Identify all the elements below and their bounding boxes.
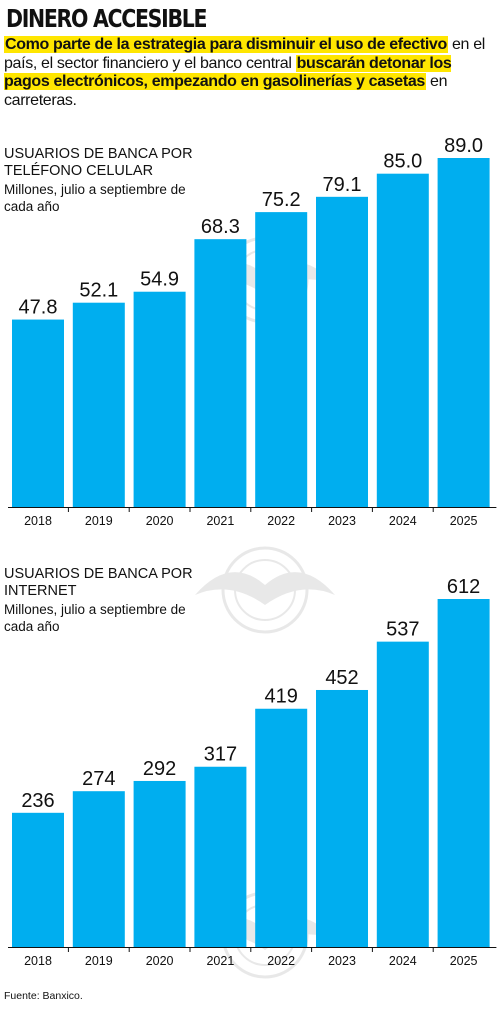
chart1-header: USUARIOS DE BANCA POR TELÉFONO CELULAR M… — [4, 146, 194, 215]
chart2-year-label: 2020 — [146, 954, 174, 968]
chart1-year-label: 2018 — [24, 514, 52, 528]
chart1-bar-chart: 47.8 2018 52.1 2019 54.9 2020 68.3 2021 75.2 2022… — [8, 135, 497, 528]
chart1-value-label: 68.3 — [201, 216, 240, 238]
chart2-value-label: 612 — [447, 576, 480, 598]
chart2-value-label: 292 — [143, 758, 176, 780]
chart2-bar-2025 — [437, 599, 490, 947]
chart1-bar-2020 — [133, 291, 186, 507]
chart1-year-label: 2024 — [389, 514, 417, 528]
chart1-bar-2025 — [437, 158, 490, 507]
chart1-value-label: 54.9 — [140, 269, 179, 291]
chart1-value-label: 79.1 — [323, 174, 362, 196]
chart2-year-label: 2021 — [206, 954, 234, 968]
chart2-bar-2020 — [133, 780, 186, 947]
chart2-year-label: 2023 — [328, 954, 356, 968]
chart2-header: USUARIOS DE BANCA POR INTERNET Millones,… — [4, 566, 194, 635]
eagle-seal-watermark-icon — [195, 546, 335, 634]
chart1-value-label: 52.1 — [79, 280, 118, 302]
chart2-value-label: 452 — [325, 667, 358, 689]
page-title: DINERO ACCESIBLE — [6, 4, 208, 33]
chart2-bar-2023 — [316, 689, 368, 947]
chart1-bar-2022 — [255, 212, 308, 507]
intro-plain-1: en el país, el sector financiero y el ba… — [4, 36, 485, 72]
chart1-year-label: 2019 — [85, 514, 113, 528]
chart1-bar-2024 — [376, 173, 429, 507]
chart2-bar-2022 — [255, 708, 308, 947]
source-note: Fuente: Banxico. — [4, 990, 83, 1002]
chart1-year-label: 2025 — [450, 514, 478, 528]
chart2-year-label: 2025 — [450, 954, 478, 968]
intro-text: Como parte de la estrategia para disminu… — [4, 36, 496, 110]
chart1-bar-2021 — [194, 239, 247, 507]
chart1-year-label: 2023 — [328, 514, 356, 528]
chart1-bar-2023 — [316, 196, 368, 507]
chart1-title: USUARIOS DE BANCA POR TELÉFONO CELULAR — [4, 146, 193, 179]
chart1-value-label: 89.0 — [444, 135, 483, 157]
chart2-bar-2018 — [12, 812, 64, 947]
chart2-title: USUARIOS DE BANCA POR INTERNET — [4, 566, 193, 599]
chart1-value-label: 47.8 — [19, 297, 58, 319]
chart2-year-label: 2022 — [267, 954, 295, 968]
chart2-year-label: 2018 — [24, 954, 52, 968]
intro-highlight-1: Como parte de la estrategia para disminu… — [4, 36, 448, 53]
chart2-value-label: 537 — [386, 619, 419, 641]
chart2-value-label: 274 — [82, 768, 115, 790]
chart2-value-label: 236 — [21, 790, 54, 812]
chart1-year-label: 2022 — [267, 514, 295, 528]
chart1-year-label: 2021 — [206, 514, 234, 528]
chart1-year-label: 2020 — [146, 514, 174, 528]
chart2-year-label: 2019 — [85, 954, 113, 968]
intro-plain-2: en carreteras. — [4, 73, 448, 109]
chart1-bar-2019 — [72, 302, 125, 507]
chart2-value-label: 317 — [204, 744, 237, 766]
chart2-value-label: 419 — [265, 686, 298, 708]
chart1-bar-2018 — [12, 319, 64, 507]
chart2-bar-chart: 236 2018 274 2019 292 2020 317 2021 419 2022 452 20… — [8, 576, 497, 968]
chart1-subtitle: Millones, julio a septiembre de cada año — [4, 182, 186, 214]
chart2-subtitle: Millones, julio a septiembre de cada año — [4, 602, 186, 634]
chart1-value-label: 85.0 — [383, 151, 422, 173]
chart2-year-label: 2024 — [389, 954, 417, 968]
chart2-bar-2021 — [194, 766, 247, 947]
chart2-bar-2019 — [72, 791, 125, 947]
chart1-value-label: 75.2 — [262, 189, 301, 211]
chart2-bar-2024 — [376, 641, 429, 947]
